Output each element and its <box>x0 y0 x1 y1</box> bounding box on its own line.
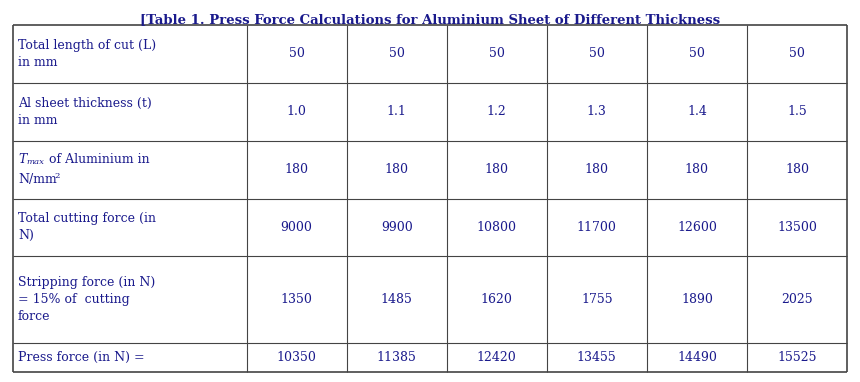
Text: 180: 180 <box>585 163 609 176</box>
Text: 180: 180 <box>285 163 309 176</box>
Text: 14490: 14490 <box>677 351 717 364</box>
Text: 1.0: 1.0 <box>286 105 306 118</box>
Text: N/mm: N/mm <box>18 173 57 186</box>
Text: 50: 50 <box>389 47 404 60</box>
Text: 1.3: 1.3 <box>587 105 607 118</box>
Text: 50: 50 <box>488 47 505 60</box>
Text: 180: 180 <box>384 163 408 176</box>
Text: 11385: 11385 <box>377 351 416 364</box>
Text: of Aluminium in: of Aluminium in <box>45 153 150 166</box>
Text: 50: 50 <box>589 47 605 60</box>
Text: 1755: 1755 <box>581 293 612 306</box>
Text: Press force (in N) =: Press force (in N) = <box>18 351 144 364</box>
Text: 180: 180 <box>785 163 809 176</box>
Text: 9000: 9000 <box>280 221 312 234</box>
Text: [Table 1. Press Force Calculations for Aluminium Sheet of Different Thickness: [Table 1. Press Force Calculations for A… <box>140 13 720 26</box>
Text: Al sheet thickness (t)
in mm: Al sheet thickness (t) in mm <box>18 97 151 127</box>
Text: 50: 50 <box>789 47 805 60</box>
Text: 10800: 10800 <box>476 221 517 234</box>
Text: 180: 180 <box>485 163 509 176</box>
Text: 13455: 13455 <box>577 351 617 364</box>
Text: 2025: 2025 <box>781 293 813 306</box>
Text: 50: 50 <box>289 47 304 60</box>
Text: 1485: 1485 <box>381 293 413 306</box>
Text: 15525: 15525 <box>777 351 817 364</box>
Text: 50: 50 <box>689 47 705 60</box>
Text: 9900: 9900 <box>381 221 413 234</box>
Text: Total cutting force (in
N): Total cutting force (in N) <box>18 212 156 243</box>
Text: 1.5: 1.5 <box>787 105 807 118</box>
Text: 1.1: 1.1 <box>387 105 407 118</box>
Text: Total length of cut (L)
in mm: Total length of cut (L) in mm <box>18 39 157 69</box>
Text: T: T <box>18 153 27 166</box>
Text: 1.2: 1.2 <box>487 105 507 118</box>
Text: 12600: 12600 <box>677 221 717 234</box>
Text: Stripping force (in N)
= 15% of  cutting
force: Stripping force (in N) = 15% of cutting … <box>18 276 156 323</box>
Text: 1350: 1350 <box>280 293 312 306</box>
Text: 11700: 11700 <box>577 221 617 234</box>
Text: 1.4: 1.4 <box>687 105 707 118</box>
Text: max: max <box>26 158 44 166</box>
Text: 13500: 13500 <box>777 221 817 234</box>
Text: 1890: 1890 <box>681 293 713 306</box>
Text: 1620: 1620 <box>481 293 513 306</box>
Text: 180: 180 <box>685 163 709 176</box>
Text: 10350: 10350 <box>277 351 316 364</box>
Text: 12420: 12420 <box>476 351 517 364</box>
Text: 2: 2 <box>54 173 59 180</box>
